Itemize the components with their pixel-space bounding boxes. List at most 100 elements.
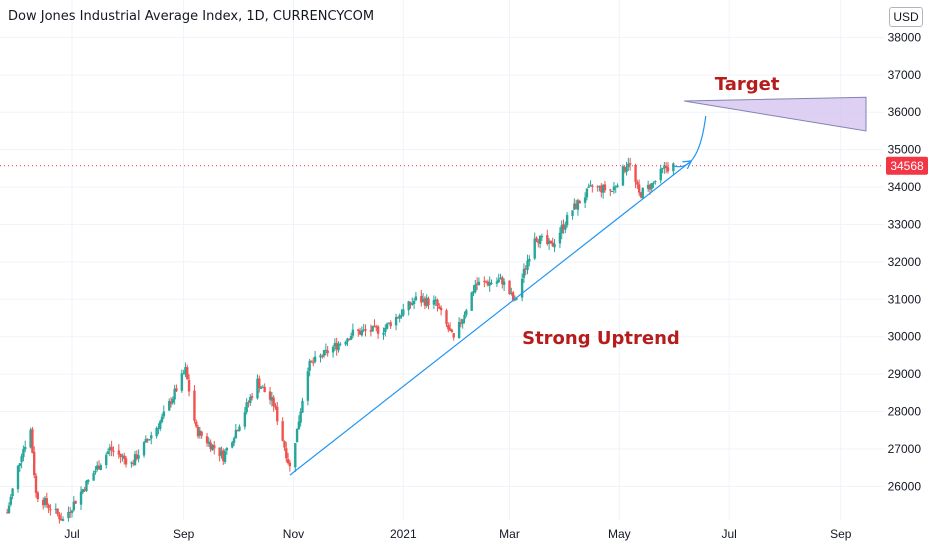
candle-body (81, 489, 85, 493)
candle-body (87, 479, 90, 482)
candle-body (337, 343, 340, 351)
candle-body (526, 260, 529, 270)
candle-body (9, 496, 13, 505)
candle-body (578, 201, 581, 204)
candle-body (310, 360, 313, 362)
candle-body (652, 182, 655, 184)
candle-body (520, 278, 524, 298)
price-axis-label: 28000 (888, 405, 922, 419)
candle-body (394, 317, 398, 326)
candle-body (371, 325, 374, 332)
candle-body (137, 455, 140, 459)
candle-body (362, 329, 365, 331)
candle-body (497, 279, 500, 283)
candle-body (283, 440, 286, 448)
candle-body (609, 189, 612, 191)
candle-body (43, 498, 47, 505)
strong-uptrend-annotation: Strong Uptrend (522, 328, 680, 349)
candle-body (36, 492, 40, 500)
candle-body (58, 514, 61, 520)
candle-body (412, 300, 416, 304)
candle-body (400, 315, 403, 317)
candle-body (477, 281, 481, 286)
candle-body (639, 192, 643, 198)
candle-body (218, 447, 221, 457)
candle-body (259, 387, 263, 389)
candle-body (92, 473, 95, 481)
candle-body (130, 462, 133, 464)
candle-body (56, 508, 59, 515)
price-axis-label: 34000 (888, 180, 922, 194)
candle-body (465, 310, 468, 315)
price-axis-label: 27000 (888, 442, 922, 456)
candle-body (168, 401, 171, 411)
price-axis[interactable]: 26000 27000 28000 29000 30000 31000 32000 33000… (886, 30, 928, 493)
candle-body (49, 509, 52, 511)
candle-body (146, 439, 149, 441)
candle-body (171, 398, 175, 403)
grid (0, 0, 884, 520)
candle-body (232, 438, 236, 443)
candle-body (385, 323, 389, 329)
candle-body (299, 411, 302, 423)
candle-body (187, 380, 191, 392)
time-axis[interactable]: Jul Sep Nov 2021 Mar May Jul Sep (64, 527, 851, 541)
candle-body (83, 489, 86, 491)
candle-body (195, 421, 198, 427)
candle-body (364, 329, 367, 331)
drawing-overlays: Target Strong Uptrend (0, 74, 884, 476)
candle-body (234, 429, 238, 439)
candle-body (79, 491, 83, 505)
candle-body (600, 185, 603, 193)
candle-body (661, 167, 664, 169)
candle-body (274, 405, 277, 408)
last-price-label-bg (886, 156, 928, 175)
candle-body (574, 203, 578, 209)
candle-body (513, 299, 517, 301)
candle-body (369, 330, 373, 332)
candle-body (637, 184, 641, 193)
candle-body (560, 225, 563, 234)
candle-body (576, 200, 580, 210)
candle-body (182, 373, 185, 375)
candle-body (99, 465, 103, 471)
candle-body (483, 280, 486, 282)
candle-body (501, 277, 504, 285)
candle-body (18, 463, 22, 466)
candle-body (207, 441, 211, 444)
candle-body (247, 401, 250, 403)
candle-body (522, 269, 526, 278)
time-axis-label: Jul (64, 527, 79, 541)
candle-body (402, 309, 405, 316)
candle-body (623, 167, 626, 172)
candle-body (396, 317, 400, 319)
candle-body (285, 448, 288, 459)
candle-body (515, 298, 518, 300)
time-axis-label: May (608, 527, 631, 541)
candle-body (389, 322, 392, 327)
candle-body (461, 319, 464, 324)
time-axis-label: Sep (830, 527, 852, 541)
candle-body (256, 378, 259, 399)
candle-body (445, 310, 448, 325)
candle-body (360, 330, 364, 336)
candle-body (223, 451, 227, 463)
candle-body (72, 501, 76, 511)
candle-body (186, 367, 189, 380)
candle-body (357, 329, 360, 331)
candle-body (587, 186, 590, 188)
candle-body (119, 453, 122, 457)
candle-body (144, 438, 148, 443)
candle-body (124, 458, 128, 465)
candle-body (358, 330, 362, 335)
candle-body (373, 325, 376, 327)
candle-body (85, 480, 88, 492)
candle-body (452, 333, 455, 338)
candle-body (54, 508, 58, 510)
candle-body (294, 443, 297, 468)
candle-body (133, 454, 137, 466)
candle-body (457, 322, 461, 339)
currency-button[interactable]: USD (889, 7, 923, 27)
candle-body (301, 400, 304, 413)
